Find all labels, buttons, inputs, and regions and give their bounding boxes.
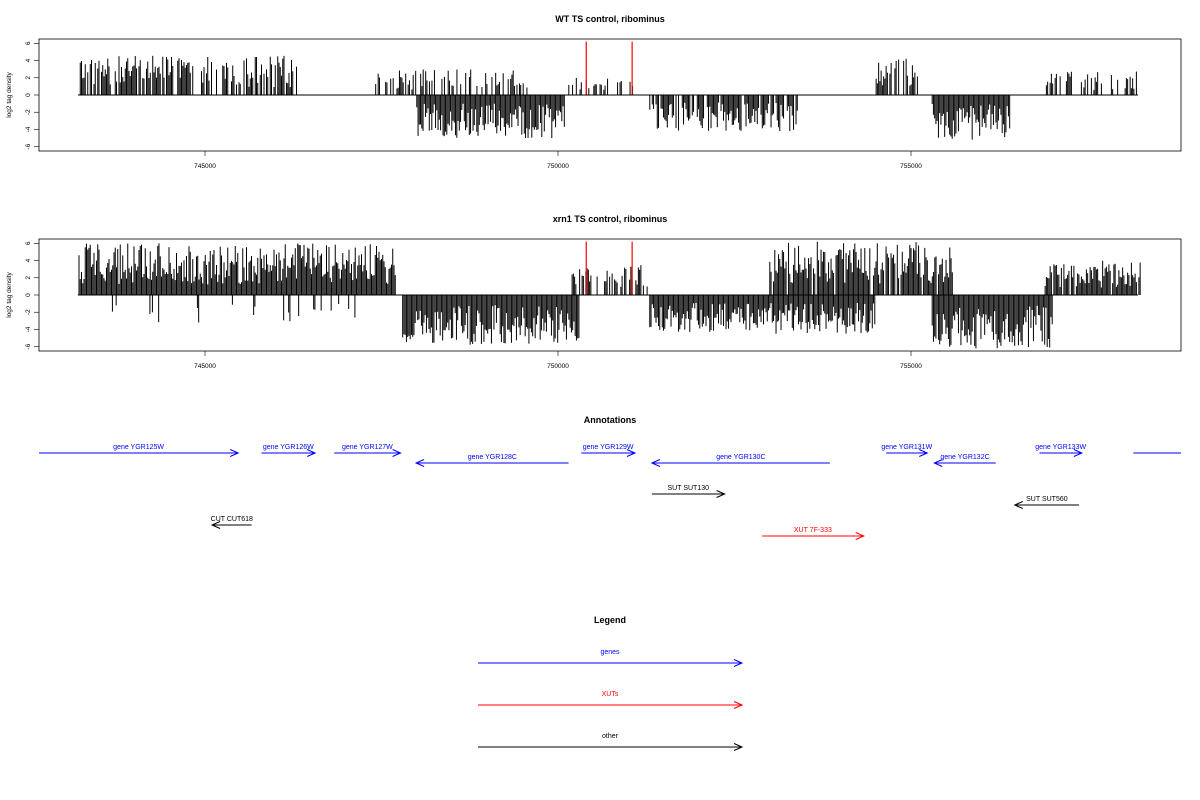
y-tick-label: 0 <box>25 93 32 97</box>
wt-coverage-panel: WT TS control, ribominus log2 tag densit… <box>6 14 1182 170</box>
y-tick-label: -6 <box>25 143 32 149</box>
x-tick-label: 750000 <box>547 163 569 170</box>
other-arrow <box>210 521 252 529</box>
annotations-title: Annotations <box>584 415 637 425</box>
x-tick-label: 755000 <box>900 363 922 370</box>
gene-arrow <box>1039 449 1084 457</box>
x-tick-label: 755000 <box>900 163 922 170</box>
legend-xut-arrow <box>478 701 744 709</box>
x-axis: 745000 750000 755000 <box>194 351 922 370</box>
gene-arrow <box>414 459 569 467</box>
feature-label: CUT CUT618 <box>211 516 253 523</box>
feature-label: XUT 7F-333 <box>794 527 832 534</box>
feature-label: gene YGR131W <box>881 444 932 451</box>
y-axis-label: log2 tag density <box>6 271 13 317</box>
y-tick-label: 2 <box>25 76 32 80</box>
y-tick-label: 0 <box>25 293 32 297</box>
feature-label: gene YGR132C <box>940 454 989 461</box>
gene-arrow <box>39 449 240 457</box>
y-tick-label: 4 <box>25 58 32 62</box>
highlight-bars <box>585 241 633 295</box>
feature-label: SUT SUT560 <box>1026 496 1068 503</box>
y-axis: -6 -4 -2 0 2 4 6 <box>25 41 39 150</box>
y-tick-label: -2 <box>25 109 32 115</box>
feature-label: gene YGR129W <box>583 444 634 451</box>
feature-label: gene YGR127W <box>342 444 393 451</box>
coverage-bars <box>79 55 1137 140</box>
y-axis: -6 -4 -2 0 2 4 6 <box>25 241 39 350</box>
legend-gene-arrow <box>478 659 744 667</box>
y-tick-label: -4 <box>25 126 32 132</box>
feature-label: SUT SUT130 <box>668 485 710 492</box>
x-tick-label: 745000 <box>194 163 216 170</box>
y-tick-label: -6 <box>25 343 32 349</box>
gene-arrow <box>581 449 637 457</box>
xut-arrow <box>762 532 865 540</box>
gene-arrow <box>334 449 402 457</box>
gene-arrow <box>261 449 317 457</box>
x-axis: 745000 750000 755000 <box>194 151 922 170</box>
gene-arrow <box>886 449 929 457</box>
highlight-bars <box>585 41 633 95</box>
x-tick-label: 745000 <box>194 363 216 370</box>
feature-label: gene YGR125W <box>113 444 164 451</box>
coverage-bars <box>78 241 1141 349</box>
y-tick-label: 6 <box>25 41 32 45</box>
y-tick-label: -4 <box>25 326 32 332</box>
legend: genes XUTs other <box>478 649 744 751</box>
y-tick-label: 2 <box>25 276 32 280</box>
xrn1-coverage-panel: xrn1 TS control, ribominus log2 tag dens… <box>6 214 1182 370</box>
x-tick-label: 750000 <box>547 363 569 370</box>
annotation-track: gene YGR125W gene YGR126W gene YGR127W gene… <box>39 444 1181 540</box>
other-arrow <box>651 490 726 498</box>
other-arrow <box>1013 501 1080 509</box>
y-tick-label: 4 <box>25 258 32 262</box>
legend-label: other <box>602 733 619 740</box>
legend-title: Legend <box>594 615 626 625</box>
panel-title: xrn1 TS control, ribominus <box>553 214 668 224</box>
feature-label: gene YGR130C <box>716 454 765 461</box>
y-tick-label: 6 <box>25 241 32 245</box>
gene-arrow <box>650 459 830 467</box>
panel-title: WT TS control, ribominus <box>555 14 665 24</box>
feature-label: gene YGR126W <box>263 444 314 451</box>
gene-arrow <box>933 459 996 467</box>
legend-label: XUTs <box>602 691 619 698</box>
y-axis-label: log2 tag density <box>6 71 13 117</box>
legend-label: genes <box>600 649 620 656</box>
y-tick-label: -2 <box>25 309 32 315</box>
feature-label: gene YGR133W <box>1035 444 1086 451</box>
feature-label: gene YGR128C <box>468 454 517 461</box>
legend-other-arrow <box>478 743 744 751</box>
